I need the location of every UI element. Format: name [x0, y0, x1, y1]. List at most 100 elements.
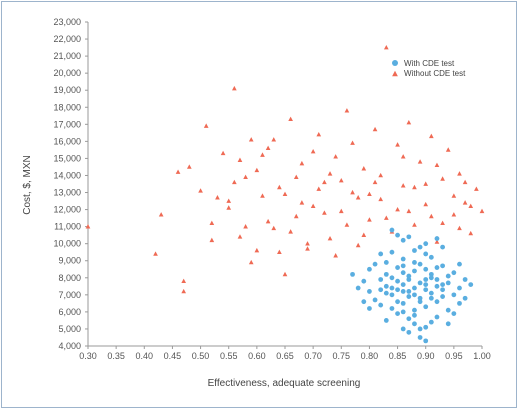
data-point-without-cde-test [406, 120, 412, 125]
data-point-without-cde-test [423, 181, 429, 186]
data-point-without-cde-test [344, 222, 350, 227]
legend-marker-with-cde-test [392, 60, 398, 66]
legend-label-with-cde-test: With CDE test [404, 59, 455, 68]
data-point-with-cde-test [367, 289, 372, 294]
y-tick-label: 6,000 [58, 307, 81, 317]
data-point-without-cde-test [293, 213, 299, 219]
data-point-without-cde-test [350, 189, 355, 195]
data-point-without-cde-test [333, 154, 338, 159]
y-tick-label: 20,000 [53, 68, 81, 78]
x-tick-label: 0.70 [304, 351, 322, 361]
data-point-with-cde-test [406, 234, 412, 240]
data-point-with-cde-test [434, 277, 440, 282]
y-tick-label: 16,000 [53, 136, 81, 146]
data-point-without-cde-test [226, 205, 232, 210]
data-point-with-cde-test [445, 280, 451, 286]
data-point-without-cde-test [350, 140, 355, 145]
data-point-with-cde-test [383, 283, 389, 289]
data-point-without-cde-test [400, 183, 406, 188]
data-point-without-cde-test [327, 235, 333, 241]
y-tick-label: 5,000 [58, 324, 81, 334]
y-tick-label: 10,000 [53, 239, 81, 249]
data-point-without-cde-test [288, 116, 293, 122]
data-point-with-cde-test [468, 282, 474, 288]
data-point-with-cde-test [378, 302, 384, 308]
data-point-without-cde-test [153, 251, 158, 256]
data-point-with-cde-test [457, 300, 462, 306]
data-point-without-cde-test [198, 188, 203, 193]
data-point-without-cde-test [344, 108, 350, 113]
data-point-without-cde-test [412, 184, 417, 190]
data-point-with-cde-test [423, 282, 429, 288]
data-point-with-cde-test [440, 282, 445, 288]
data-point-with-cde-test [428, 295, 434, 301]
data-point-with-cde-test [434, 314, 440, 320]
data-point-with-cde-test [389, 285, 395, 291]
data-point-without-cde-test [429, 133, 434, 139]
data-point-without-cde-test [417, 159, 423, 164]
data-point-without-cde-test [181, 278, 187, 284]
data-point-with-cde-test [434, 265, 440, 270]
data-point-without-cde-test [440, 220, 445, 226]
data-point-without-cde-test [220, 150, 226, 156]
data-point-without-cde-test [232, 85, 237, 91]
data-point-without-cde-test [316, 131, 322, 137]
data-point-without-cde-test [361, 232, 367, 237]
data-point-with-cde-test [451, 311, 457, 316]
data-point-without-cde-test [310, 149, 316, 154]
data-point-without-cde-test [338, 208, 344, 214]
data-point-with-cde-test [451, 270, 457, 276]
data-point-without-cde-test [355, 195, 361, 200]
data-point-without-cde-test [383, 44, 389, 50]
y-tick-label: 15,000 [53, 153, 81, 163]
y-tick-label: 19,000 [53, 85, 81, 95]
data-point-with-cde-test [367, 266, 372, 272]
data-point-without-cde-test [293, 174, 299, 179]
y-tick-label: 11,000 [54, 222, 81, 232]
data-point-with-cde-test [445, 321, 451, 327]
data-point-with-cde-test [434, 283, 440, 289]
x-tick-label: 0.75 [333, 351, 351, 361]
x-tick-label: 0.65 [276, 351, 294, 361]
data-point-without-cde-test [243, 224, 248, 229]
data-point-without-cde-test [305, 246, 310, 251]
data-point-with-cde-test [417, 280, 423, 286]
data-point-without-cde-test [226, 198, 232, 203]
data-point-with-cde-test [395, 299, 400, 305]
y-axis-title: Cost, $, MXN [22, 155, 33, 214]
x-tick-label: 0.90 [417, 351, 435, 361]
data-point-without-cde-test [181, 288, 187, 294]
data-point-without-cde-test [282, 271, 288, 277]
data-point-with-cde-test [395, 287, 400, 293]
y-tick-label: 21,000 [53, 51, 81, 61]
x-axis-ticks: 0.30 0.35 0.40 0.45 0.50 0.55 0.60 0.65 0.70 0.75… [79, 346, 491, 361]
data-point-without-cde-test [468, 203, 474, 208]
data-point-without-cde-test [203, 123, 209, 128]
data-point-with-cde-test [406, 273, 412, 279]
data-point-with-cde-test [406, 294, 412, 299]
data-point-with-cde-test [412, 285, 417, 291]
data-point-without-cde-test [322, 179, 327, 185]
data-point-with-cde-test [417, 244, 423, 250]
data-point-without-cde-test [383, 215, 389, 220]
legend: With CDE test Without CDE test [392, 59, 466, 78]
data-point-without-cde-test [372, 126, 378, 132]
x-tick-label: 0.45 [164, 351, 182, 361]
data-point-with-cde-test [383, 318, 389, 323]
data-point-with-cde-test [412, 312, 417, 318]
data-point-without-cde-test [271, 137, 277, 142]
data-point-without-cde-test [372, 179, 378, 185]
data-point-without-cde-test [423, 201, 429, 207]
data-point-without-cde-test [271, 225, 277, 231]
series-without-cde-test [85, 44, 485, 294]
data-point-with-cde-test [412, 268, 417, 274]
legend-marker-without-cde-test [392, 70, 398, 77]
data-point-without-cde-test [378, 196, 384, 202]
data-point-with-cde-test [400, 282, 406, 288]
data-point-without-cde-test [378, 172, 384, 178]
data-point-with-cde-test [400, 289, 406, 294]
data-point-with-cde-test [389, 227, 395, 233]
data-point-without-cde-test [400, 154, 406, 159]
data-point-without-cde-test [310, 203, 316, 208]
